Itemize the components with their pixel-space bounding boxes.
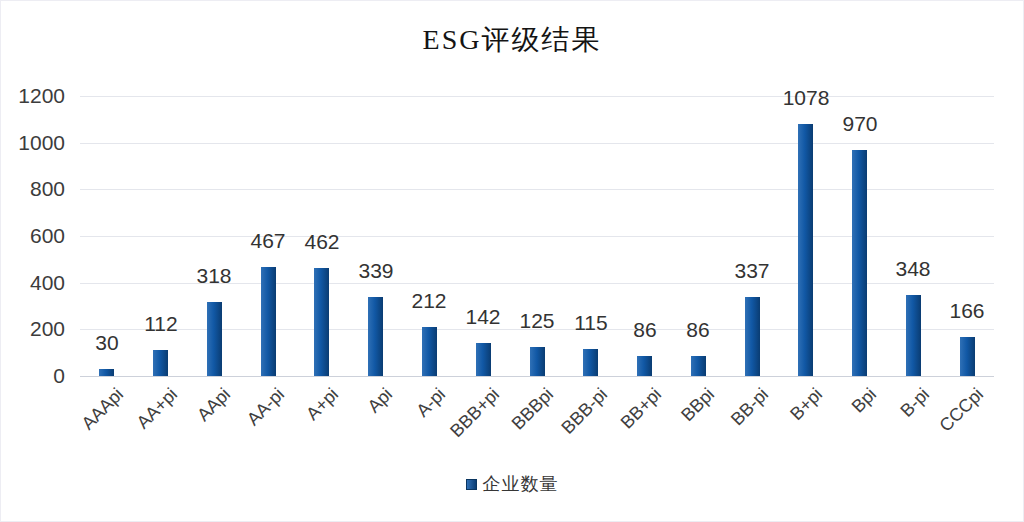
y-axis-tick-label: 600 (1, 224, 65, 248)
x-axis-category-label: B-pi (896, 384, 933, 421)
bar-value-label: 337 (717, 259, 787, 283)
plot-area: 02004006008001000120030AAApi112AA+pi318A… (1, 1, 1023, 521)
bar-value-label: 970 (825, 112, 895, 136)
bar-value-label: 318 (179, 264, 249, 288)
y-axis-tick-label: 0 (1, 364, 65, 388)
legend-swatch-icon (466, 479, 477, 490)
bar (476, 343, 491, 376)
y-axis-tick-label: 800 (1, 177, 65, 201)
bar (422, 327, 437, 376)
bar (153, 350, 168, 376)
x-axis-category-label: BBBpi (508, 384, 558, 434)
x-axis-category-label: Api (364, 384, 397, 417)
y-axis-tick-label: 1200 (1, 84, 65, 108)
y-axis-tick-label: 200 (1, 317, 65, 341)
bar (583, 349, 598, 376)
bar (745, 297, 760, 376)
x-axis-category-label: Bpi (848, 384, 881, 417)
bar-value-label: 339 (341, 259, 411, 283)
y-axis-tick-label: 400 (1, 271, 65, 295)
bar (798, 124, 813, 376)
x-axis-category-label: AA+pi (133, 384, 181, 432)
bar (314, 268, 329, 376)
x-axis-category-label: BBB+pi (446, 384, 503, 441)
y-axis-tick-label: 1000 (1, 131, 65, 155)
bar-value-label: 166 (932, 299, 1002, 323)
bar-value-label: 462 (287, 230, 357, 254)
bar-value-label: 1078 (771, 86, 841, 110)
bar (691, 356, 706, 376)
x-axis-category-label: BBpi (677, 384, 718, 425)
bar (960, 337, 975, 376)
bar (207, 302, 222, 376)
x-axis-category-label: BB+pi (617, 384, 665, 432)
legend-label: 企业数量 (483, 472, 559, 496)
esg-rating-bar-chart: ESG评级结果 02004006008001000120030AAApi112A… (0, 0, 1024, 522)
gridline (80, 143, 994, 144)
x-axis-category-label: A-pi (412, 384, 449, 421)
x-axis-category-label: BBB-pi (557, 384, 611, 438)
bar (368, 297, 383, 376)
legend: 企业数量 (1, 472, 1023, 496)
gridline (80, 96, 994, 97)
x-axis-category-label: AAApi (78, 384, 128, 434)
bar (906, 295, 921, 376)
bar (637, 356, 652, 376)
bar-value-label: 112 (126, 312, 196, 336)
x-axis-category-label: AApi (193, 384, 234, 425)
bar (261, 267, 276, 376)
bar (99, 369, 114, 376)
bar-value-label: 86 (663, 318, 733, 342)
x-axis-category-label: A+pi (302, 384, 342, 424)
x-axis-category-label: CCCpi (936, 384, 988, 436)
x-axis-line (80, 376, 994, 377)
x-axis-category-label: B+pi (786, 384, 826, 424)
x-axis-category-label: AA-pi (243, 384, 288, 429)
bar-value-label: 348 (878, 257, 948, 281)
x-axis-category-label: BB-pi (727, 384, 772, 429)
bar (530, 347, 545, 376)
bar (852, 150, 867, 376)
